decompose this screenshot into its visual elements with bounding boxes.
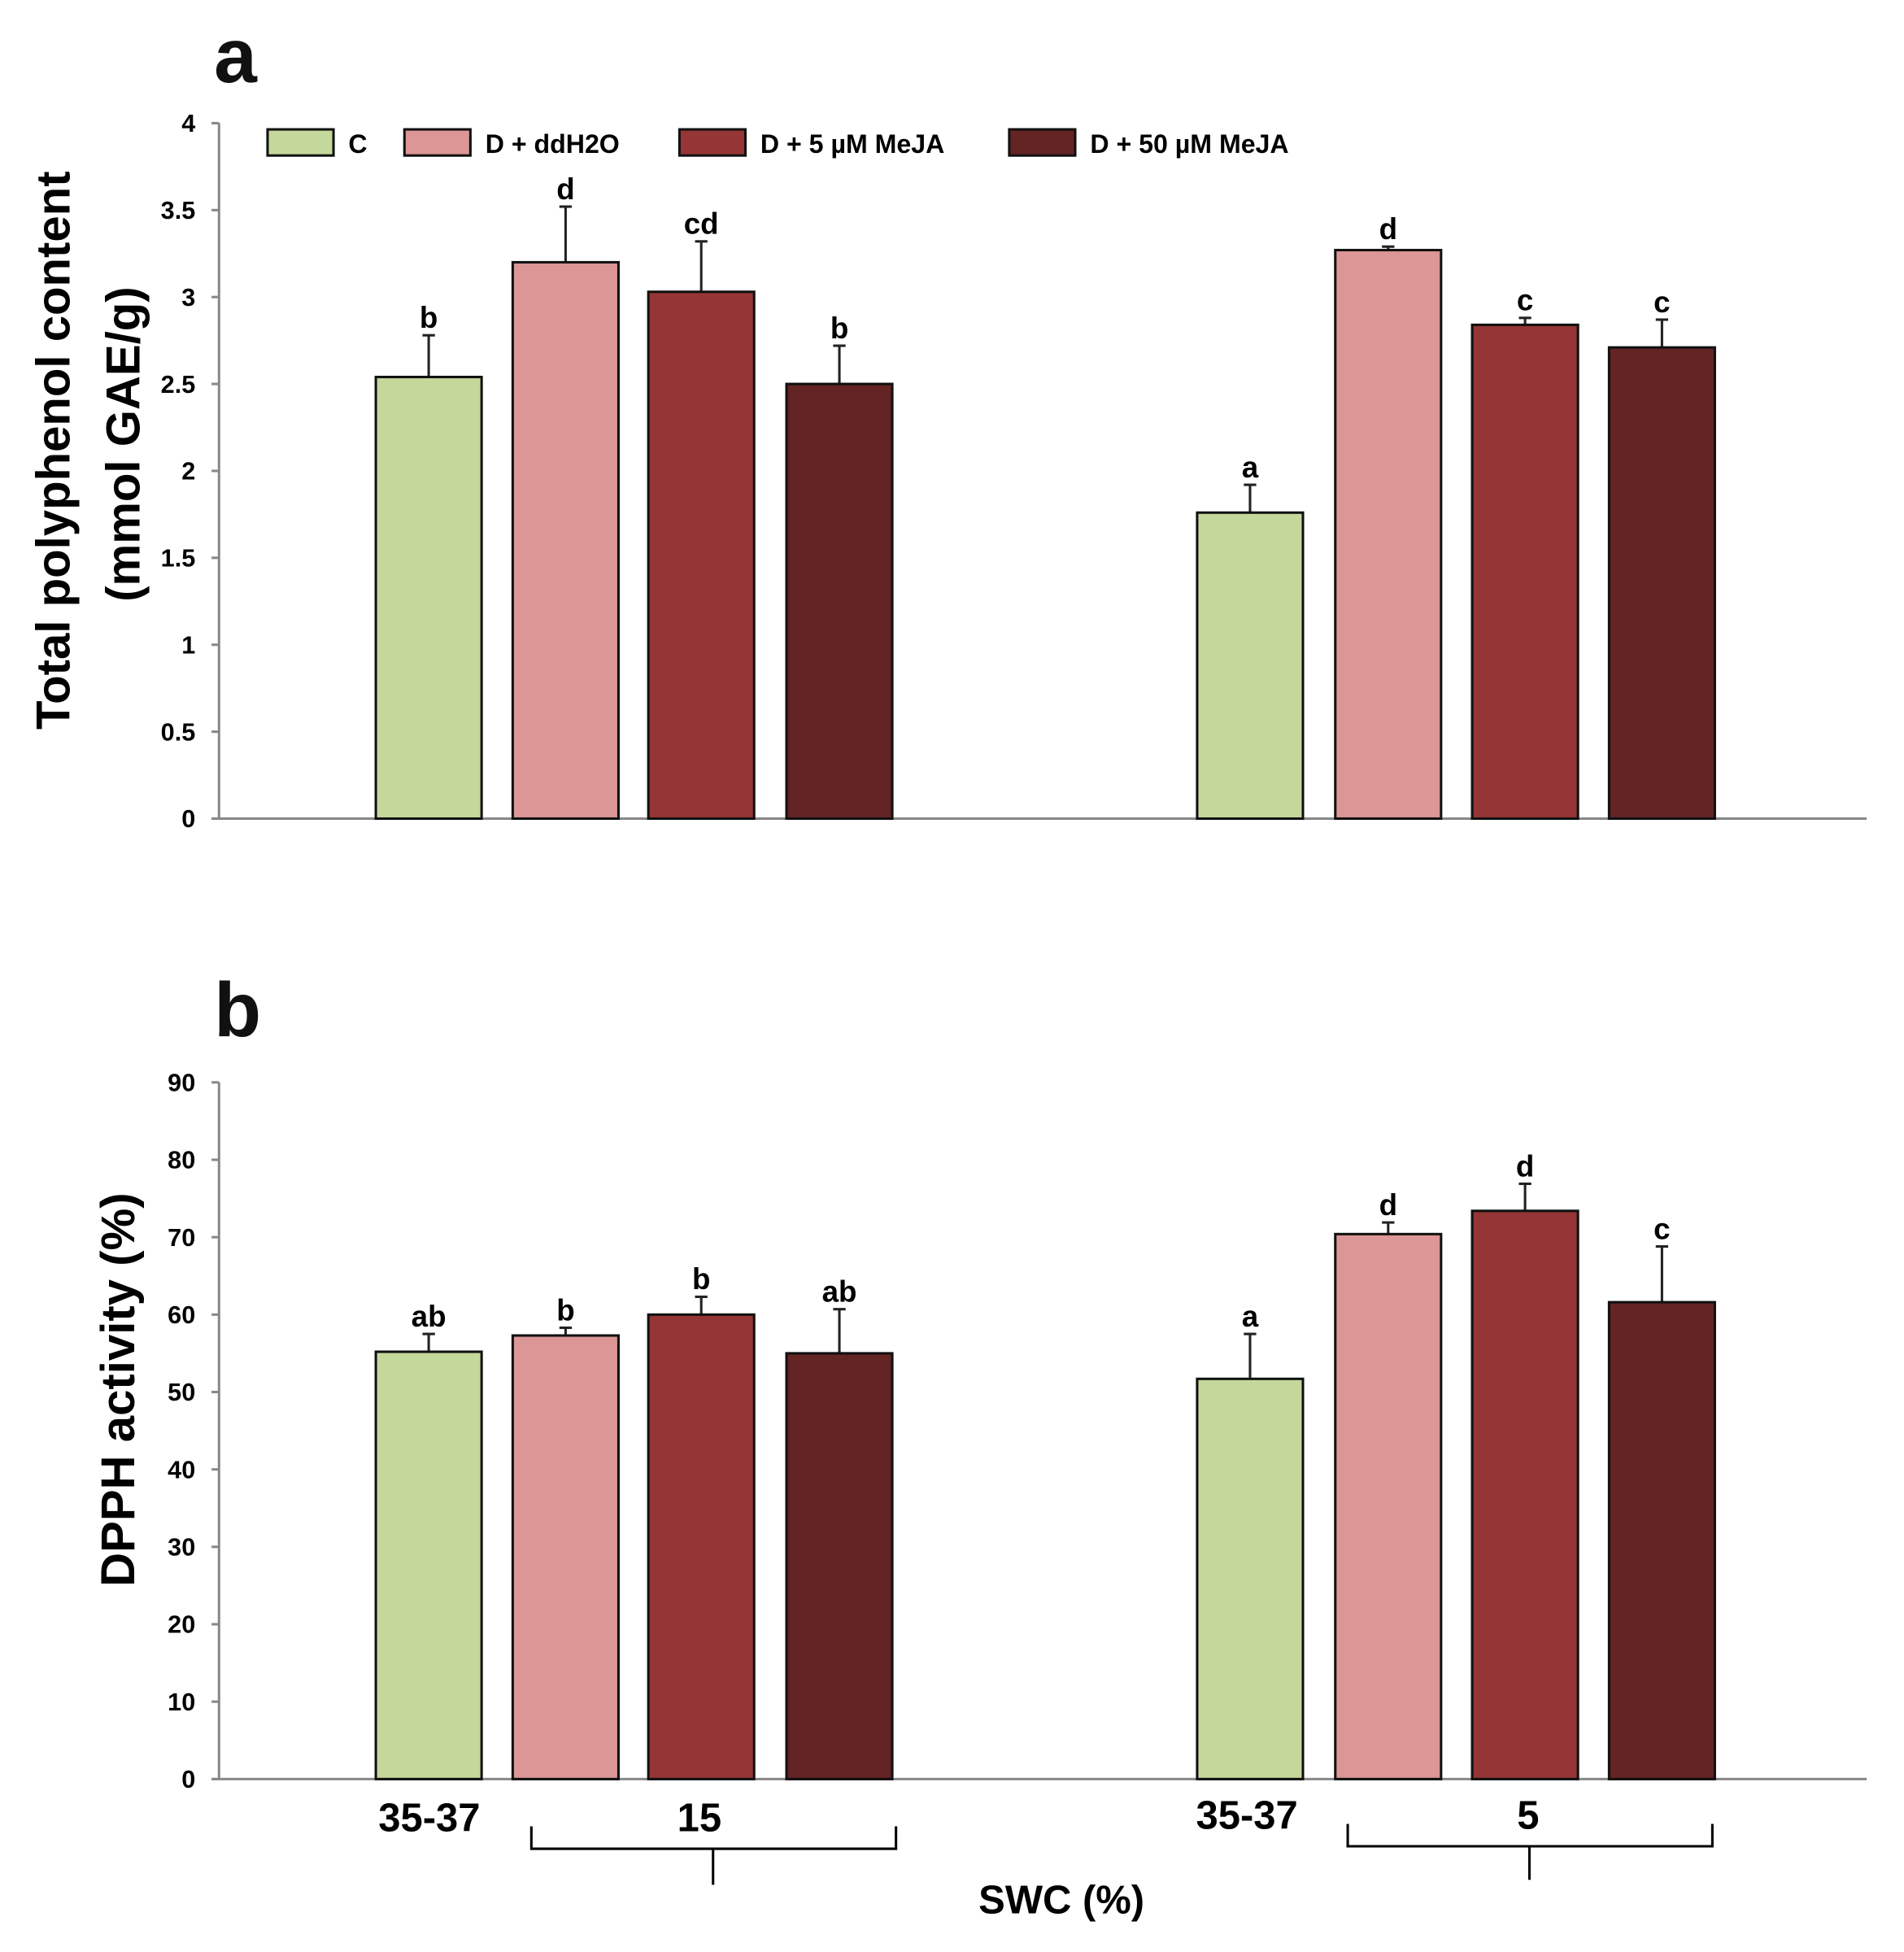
legend-label: C <box>348 129 367 159</box>
panel-label-a: a <box>214 13 258 99</box>
bar <box>647 1313 756 1780</box>
y-tick-label: 3.5 <box>161 197 196 224</box>
y-tick-label: 80 <box>168 1147 195 1174</box>
significance-letter: ab <box>412 1300 447 1333</box>
bar <box>1470 1209 1579 1780</box>
chart-a: 0 0.5 1 1.5 2 2.5 3 3.5 4 b d cd b a d c c <box>161 110 1867 833</box>
significance-letter: c <box>1653 1212 1670 1245</box>
bar <box>1196 511 1305 821</box>
chart-b: 0 10 20 30 40 50 60 70 80 90 ab b b ab a d d c <box>168 1069 1867 1793</box>
significance-letter: a <box>1242 451 1259 484</box>
x-label-drought-2: 5 <box>1517 1794 1539 1838</box>
bar <box>1470 323 1579 821</box>
y-tick-label: 2 <box>181 458 195 486</box>
significance-letter: a <box>1242 1300 1259 1333</box>
legend-label: D + 5 µM MeJA <box>760 129 944 159</box>
y-tick-label: 0.5 <box>161 718 196 746</box>
legend-label: D + 50 µM MeJA <box>1090 129 1288 159</box>
bar <box>1196 1377 1305 1780</box>
x-label-drought-1: 15 <box>678 1797 721 1841</box>
y-tick-label: 30 <box>168 1534 195 1562</box>
y-tick-label: 50 <box>168 1379 195 1406</box>
x-label-control-1: 35-37 <box>378 1797 480 1841</box>
significance-letter: b <box>830 312 848 345</box>
bar <box>374 376 483 821</box>
y-tick-label: 20 <box>168 1611 195 1639</box>
bracket-1 <box>529 1826 898 1885</box>
significance-letter: d <box>1516 1149 1534 1183</box>
x-axis-labels: 35-37 15 35-37 5 SWC (%) <box>378 1794 1539 1923</box>
legend-swatch <box>678 128 747 157</box>
y-tick-label: 90 <box>168 1069 195 1096</box>
significance-letter: d <box>556 172 574 206</box>
y-tick-label: 0 <box>181 1766 195 1793</box>
significance-letter: b <box>692 1262 710 1296</box>
significance-letter: ab <box>822 1274 857 1308</box>
y-tick-label: 1.5 <box>161 545 196 573</box>
y-tick-label: 3 <box>181 284 195 312</box>
ylabel-b: DPPH activity (%) <box>92 1192 145 1586</box>
y-tick-label: 60 <box>168 1301 195 1329</box>
legend-label: D + ddH2O <box>486 129 620 159</box>
bar <box>1607 346 1716 821</box>
legend-swatch <box>403 128 472 157</box>
significance-letter: b <box>556 1293 574 1327</box>
significance-letter: d <box>1379 1188 1397 1222</box>
significance-letter: c <box>1517 284 1533 317</box>
y-tick-label: 40 <box>168 1456 195 1484</box>
x-axis-title: SWC (%) <box>978 1879 1144 1923</box>
significance-letter: c <box>1653 285 1670 319</box>
bar <box>511 1334 620 1780</box>
bar <box>1334 248 1443 821</box>
legend: C D + ddH2O D + 5 µM MeJA D + 50 µM MeJA <box>266 128 1289 159</box>
bar <box>1334 1232 1443 1780</box>
bar <box>785 1352 894 1780</box>
ylabel-a-line2: (mmol GAE/g) <box>97 286 150 601</box>
significance-letter: d <box>1379 212 1397 246</box>
bar <box>647 290 756 821</box>
legend-swatch <box>266 128 335 157</box>
y-tick-label: 70 <box>168 1224 195 1252</box>
bar <box>785 382 894 821</box>
y-tick-label: 0 <box>181 805 195 833</box>
y-tick-label: 4 <box>181 110 195 137</box>
y-tick-label: 2.5 <box>161 371 196 399</box>
bar <box>511 260 620 821</box>
legend-swatch <box>1008 128 1077 157</box>
bracket-2 <box>1346 1823 1714 1880</box>
y-tick-label: 10 <box>168 1688 195 1716</box>
significance-letter: cd <box>684 207 719 241</box>
x-label-control-2: 35-37 <box>1196 1794 1298 1838</box>
y-tick-label: 1 <box>181 631 195 659</box>
bar <box>1607 1301 1716 1780</box>
panel-label-b: b <box>214 967 261 1053</box>
bar <box>374 1350 483 1780</box>
ylabel-a-line1: Total polyphenol content <box>28 171 81 730</box>
significance-letter: b <box>420 301 438 334</box>
